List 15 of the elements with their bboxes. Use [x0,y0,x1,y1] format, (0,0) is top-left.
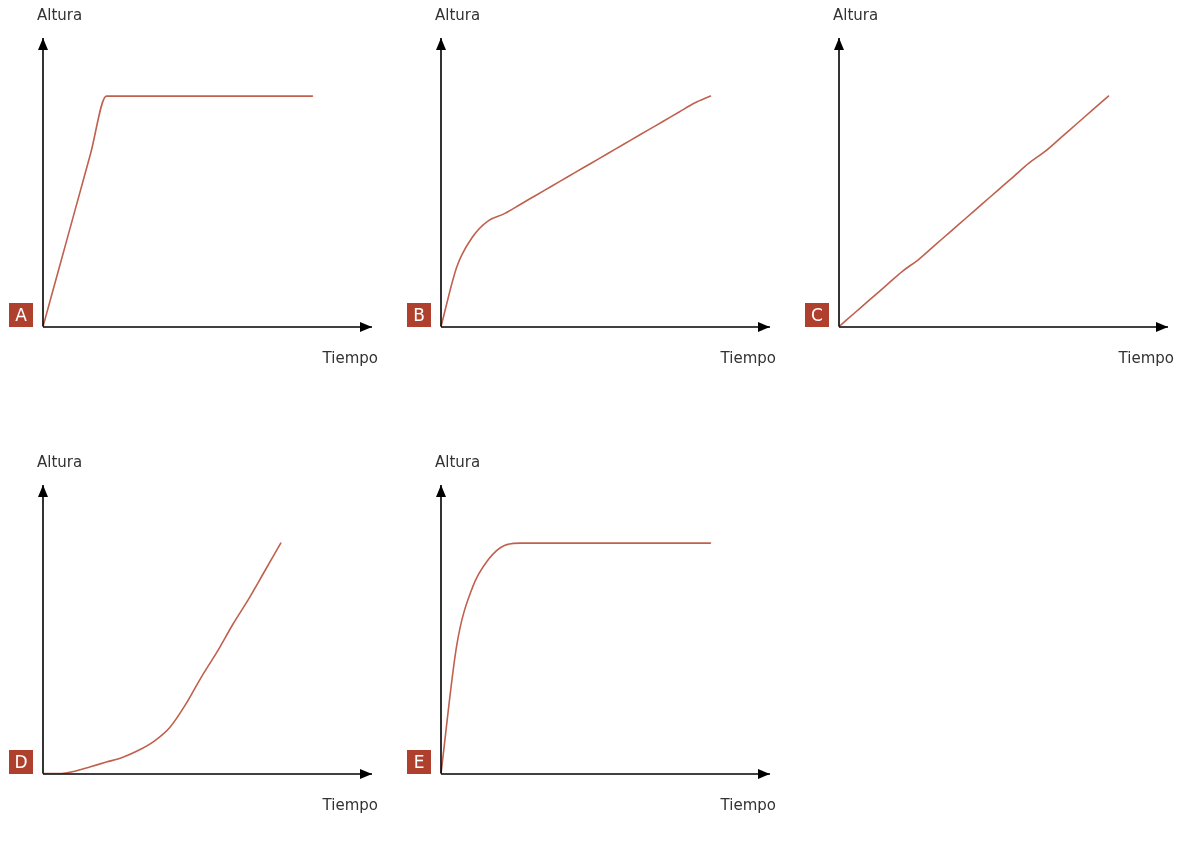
text: C [805,302,829,327]
x-axis-title: Tiempo [322,795,378,814]
y-axis-title: Altura [37,453,83,471]
y-axis-title: Altura [833,6,879,24]
text: A [9,302,33,327]
y-axis-title: Altura [435,6,481,24]
text: B [407,302,431,327]
x-axis-title: Tiempo [1118,348,1174,367]
text: D [9,749,33,774]
x-axis-title: Tiempo [720,348,776,367]
x-axis-title: Tiempo [720,795,776,814]
y-axis-title: Altura [37,6,83,24]
y-axis-title: Altura [435,453,481,471]
x-axis-title: Tiempo [322,348,378,367]
text: E [407,749,431,774]
